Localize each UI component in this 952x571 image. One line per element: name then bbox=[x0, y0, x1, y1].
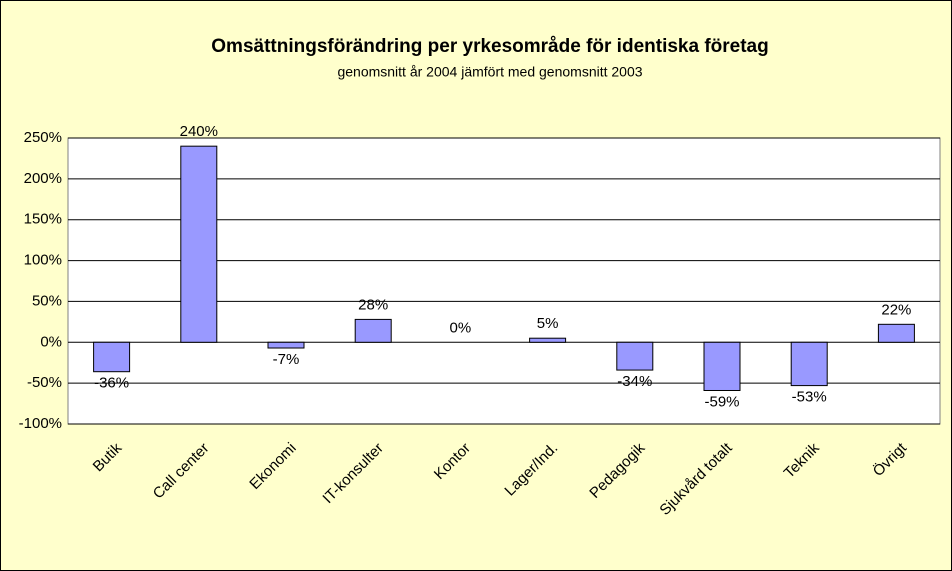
y-tick-label: 150% bbox=[24, 211, 62, 228]
y-tick-label: 100% bbox=[24, 252, 62, 269]
bar bbox=[267, 341, 305, 349]
chart-title: Omsättningsförändring per yrkesområde fö… bbox=[211, 36, 768, 57]
y-tick-label: 200% bbox=[24, 170, 62, 187]
value-label: -7% bbox=[273, 351, 300, 368]
y-tick-label: -100% bbox=[19, 415, 62, 432]
chart-subtitle: genomsnitt år 2004 jämfört med genomsnit… bbox=[337, 64, 642, 80]
value-label: -59% bbox=[704, 393, 739, 410]
value-label: -36% bbox=[94, 375, 129, 392]
value-label: 5% bbox=[537, 315, 559, 332]
value-label: 0% bbox=[450, 319, 472, 336]
bar bbox=[529, 337, 567, 343]
value-label: 22% bbox=[881, 301, 911, 318]
bar bbox=[703, 341, 741, 391]
bar bbox=[180, 145, 218, 343]
y-tick-label: -50% bbox=[27, 374, 62, 391]
bar bbox=[93, 341, 131, 373]
value-label: 240% bbox=[180, 123, 218, 140]
value-label: 28% bbox=[358, 296, 388, 313]
bar bbox=[790, 341, 828, 387]
bar bbox=[354, 318, 392, 343]
y-tick-label: 0% bbox=[40, 333, 62, 350]
value-label: -53% bbox=[792, 389, 827, 406]
value-label: -34% bbox=[617, 373, 652, 390]
bar bbox=[877, 323, 915, 343]
bar bbox=[616, 341, 654, 371]
y-tick-label: 250% bbox=[24, 129, 62, 146]
y-tick-label: 50% bbox=[32, 292, 62, 309]
